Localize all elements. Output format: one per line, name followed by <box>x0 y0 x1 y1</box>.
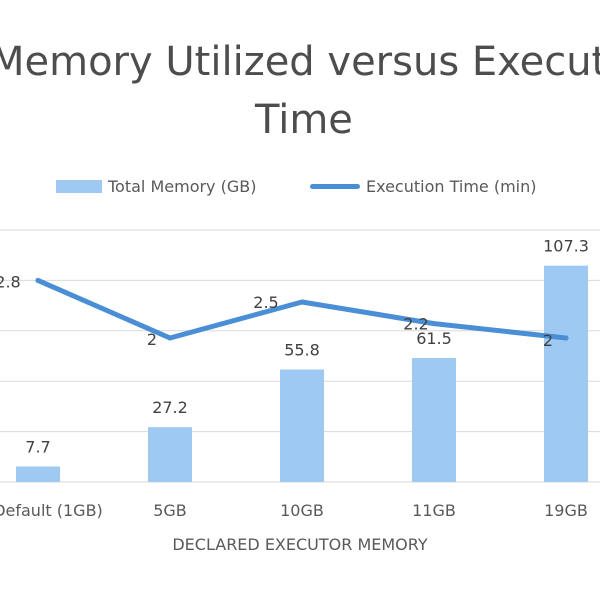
x-tick-label: 11GB <box>412 501 456 520</box>
bar-data-label: 61.5 <box>416 329 452 348</box>
line-point <box>299 299 305 305</box>
chart-title: Memory Utilized versus Execution Time <box>0 0 600 160</box>
x-axis-title: DECLARED EXECUTOR MEMORY <box>172 535 428 554</box>
bar-data-label: 55.8 <box>284 341 320 360</box>
bar-19gb <box>544 265 588 482</box>
x-tick-label: 5GB <box>153 501 187 520</box>
bar-default-1gb- <box>16 466 60 482</box>
bar-5gb <box>148 427 192 482</box>
chart-title-line-1: Memory Utilized versus Execution <box>0 39 600 85</box>
line-data-label: 2 <box>543 331 553 350</box>
line-data-label: 2.2 <box>403 315 428 334</box>
legend-label-execution-time: Execution Time (min) <box>366 176 537 196</box>
line-data-label: 2 <box>147 330 157 349</box>
bar-10gb <box>280 369 324 482</box>
legend-item-execution-time: Execution Time (min) <box>310 174 537 198</box>
x-tick-label: 19GB <box>544 501 588 520</box>
line-point <box>431 321 437 327</box>
legend-bar-swatch <box>56 179 102 193</box>
execution-time-line <box>35 277 569 341</box>
legend-label-total-memory: Total Memory (GB) <box>108 176 257 196</box>
legend-item-total-memory: Total Memory (GB) <box>56 174 256 198</box>
line-data-label: 2.5 <box>253 293 278 312</box>
x-tick-label: 10GB <box>280 501 324 520</box>
chart-title-line-2: Time <box>255 97 353 143</box>
line-point <box>167 335 173 341</box>
x-tick-label: Default (1GB) <box>0 501 103 520</box>
legend: Total Memory (GB) Execution Time (min) <box>0 174 600 198</box>
bar-data-label: 7.7 <box>25 437 50 456</box>
line-point <box>35 277 41 283</box>
bar-data-label: 107.3 <box>543 237 589 256</box>
line-point <box>563 335 569 341</box>
line-data-label: 2.8 <box>0 272 21 291</box>
bar-11gb <box>412 358 456 482</box>
legend-line-swatch <box>310 183 360 189</box>
bar-data-label: 27.2 <box>152 398 188 417</box>
